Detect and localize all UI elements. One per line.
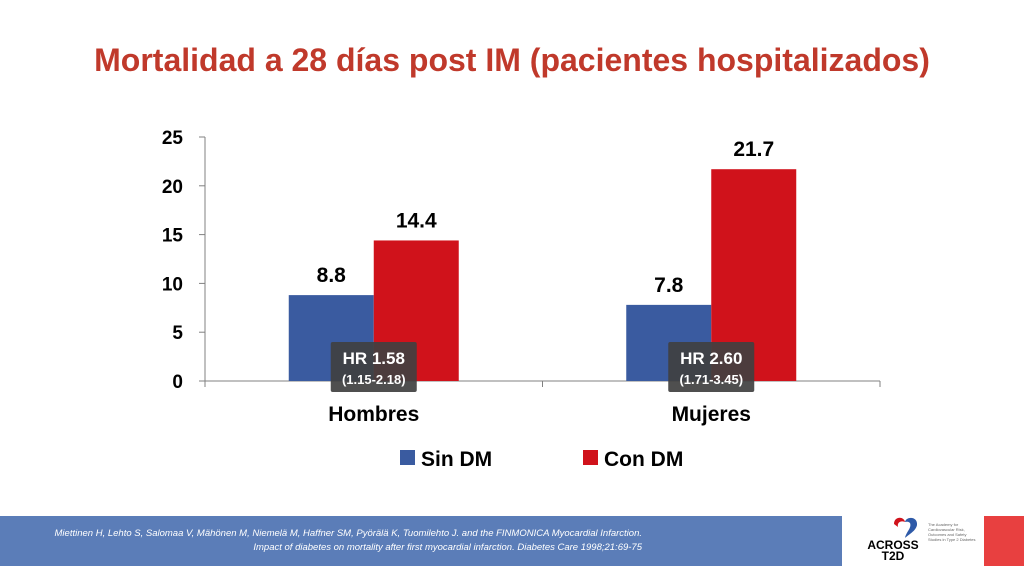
y-tick-label: 25 — [162, 128, 184, 149]
legend-label-0: Sin DM — [421, 448, 492, 471]
page-title: Mortalidad a 28 días post IM (pacientes … — [94, 42, 930, 78]
hr-ci: (1.71-3.45) — [679, 372, 743, 387]
corner-red-block — [984, 516, 1024, 566]
heart-logo-icon — [894, 517, 918, 538]
y-tick-label: 20 — [162, 177, 183, 198]
citation: Miettinen H, Lehto S, Salomaa V, Mähönen… — [55, 527, 642, 555]
data-label: 7.8 — [654, 274, 684, 297]
hr-value: HR 2.60 — [680, 349, 742, 368]
category-label: Mujeres — [672, 403, 751, 426]
logo-word-1: ACROSS — [867, 538, 919, 552]
y-tick-label: 15 — [162, 226, 184, 247]
legend-swatch-0 — [400, 450, 415, 465]
footer: Miettinen H, Lehto S, Salomaa V, Mähönen… — [0, 516, 1024, 566]
footer-band: Miettinen H, Lehto S, Salomaa V, Mähönen… — [0, 516, 842, 566]
y-tick-label: 5 — [172, 323, 183, 344]
chart-labels: 8.8 14.4 Hombres HR 1.58 (1.15-2.18) 7.8 21.7 M… — [317, 138, 775, 426]
hr-ci: (1.15-2.18) — [342, 372, 406, 387]
bar-chart: 0 5 10 15 20 25 8.8 14.4 Hombres HR 1.58 (1.15-2.… — [162, 128, 881, 471]
data-label: 21.7 — [733, 138, 774, 161]
legend-label-1: Con DM — [604, 448, 683, 471]
legend-swatch-1 — [583, 450, 598, 465]
y-tick-label: 0 — [172, 372, 183, 393]
hr-value: HR 1.58 — [343, 349, 405, 368]
chart-legend: Sin DM Con DM — [400, 448, 683, 471]
citation-line-2: Impact of diabetes on mortality after fi… — [253, 542, 642, 553]
citation-line-1: Miettinen H, Lehto S, Salomaa V, Mähönen… — [54, 528, 642, 539]
y-tick-label: 10 — [162, 274, 183, 295]
hr-annotation-box — [668, 342, 755, 392]
logo-wordmark: ACROSS T2D — [862, 538, 924, 563]
category-label: Hombres — [328, 403, 419, 426]
hr-annotation-box — [330, 342, 417, 392]
across-t2d-logo: ACROSS T2D The Academy for Cardiovascula… — [858, 516, 978, 566]
data-label: 8.8 — [317, 264, 347, 287]
data-label: 14.4 — [396, 209, 437, 232]
logo-word-2: T2D — [881, 549, 905, 563]
logo-tagline: The Academy for Cardiovascular Risk, Out… — [928, 522, 976, 542]
